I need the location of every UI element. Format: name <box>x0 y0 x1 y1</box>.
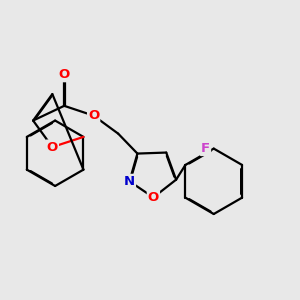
Text: O: O <box>88 109 99 122</box>
Text: O: O <box>58 68 70 81</box>
Text: N: N <box>124 175 135 188</box>
Text: O: O <box>47 140 58 154</box>
Text: O: O <box>148 191 159 204</box>
Text: F: F <box>201 142 210 155</box>
